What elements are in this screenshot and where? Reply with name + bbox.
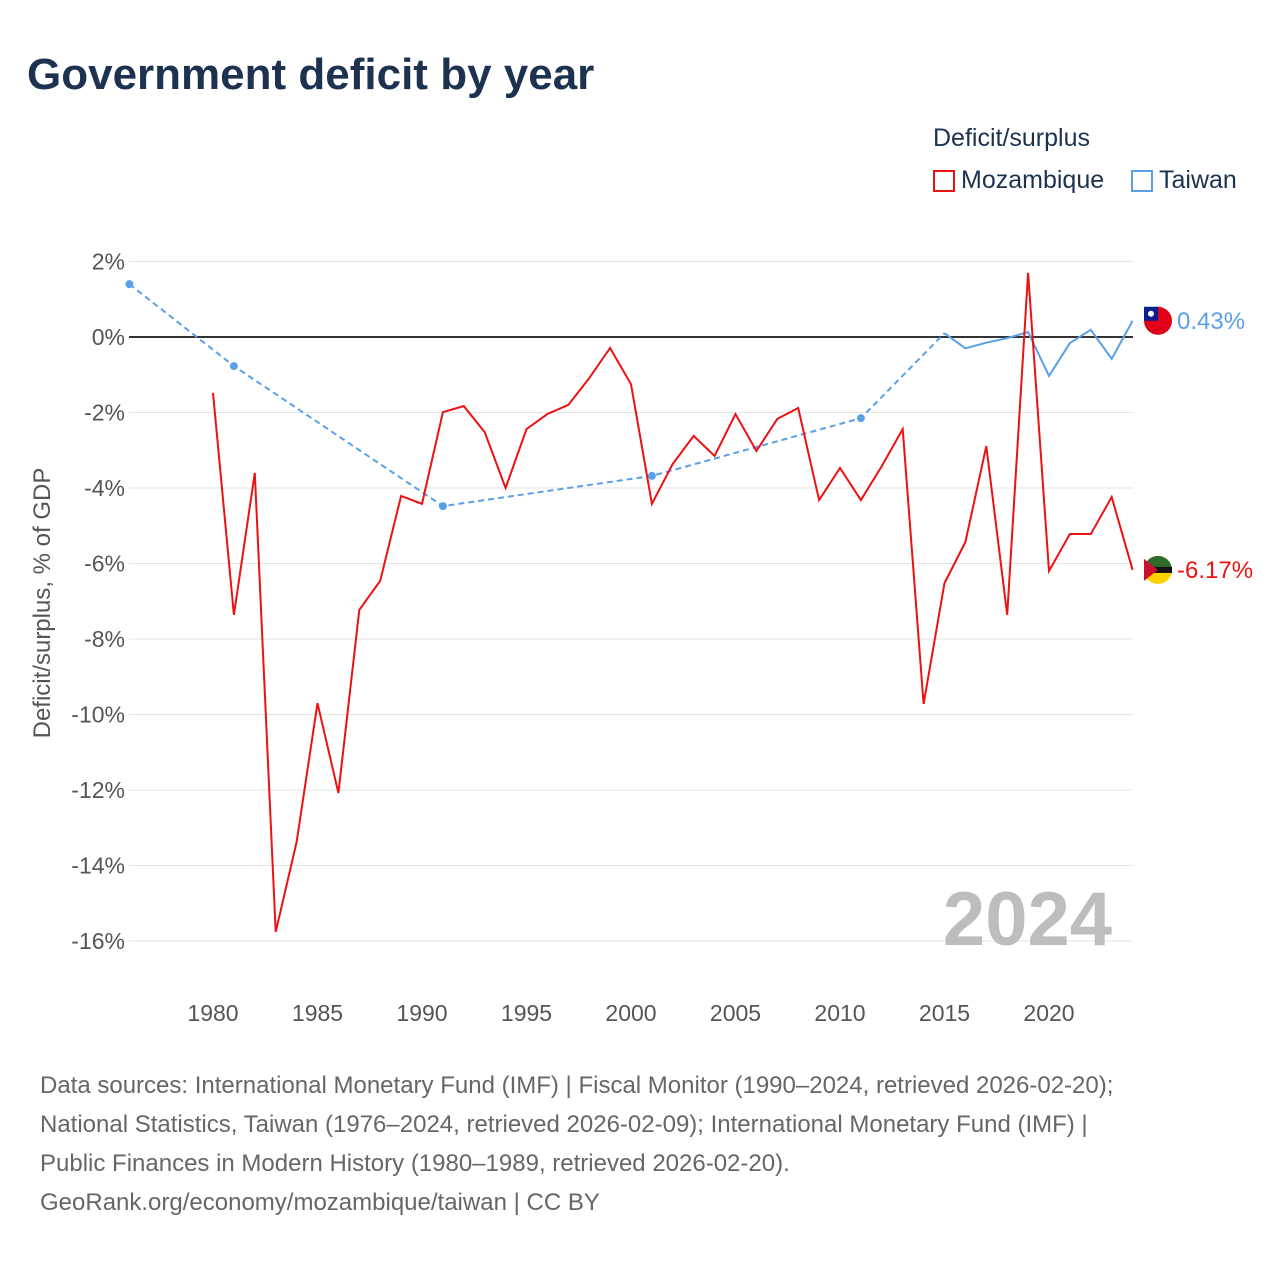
legend-item-mozambique[interactable]: Mozambique: [933, 166, 1104, 195]
taiwan-point: [438, 502, 447, 511]
mozambique-end-label: -6.17%: [1177, 557, 1253, 584]
legend-label: Mozambique: [961, 166, 1105, 194]
y-tick-label: -12%: [71, 777, 125, 803]
taiwan-end-label: 0.43%: [1177, 308, 1245, 335]
y-tick-label: -6%: [84, 551, 125, 577]
y-axis-label: Deficit/surplus, % of GDP: [29, 468, 56, 739]
x-tick-label: 1995: [501, 1000, 552, 1026]
x-tick-label: 1980: [187, 1000, 238, 1026]
x-tick-label: 2010: [814, 1000, 865, 1026]
y-tick-label: 2%: [92, 249, 125, 275]
taiwan-point: [647, 471, 656, 480]
x-tick-label: 2005: [710, 1000, 761, 1026]
x-tick-label: 2020: [1023, 1000, 1074, 1026]
page-title: Government deficit by year: [27, 50, 595, 99]
x-tick-label: 2000: [605, 1000, 656, 1026]
legend-item-taiwan[interactable]: Taiwan: [1131, 166, 1237, 195]
legend-swatch: [933, 169, 955, 192]
year-watermark: 2024: [943, 877, 1112, 962]
x-tick-label: 2015: [919, 1000, 970, 1026]
source-link[interactable]: GeoRank.org/economy/mozambique/taiwan | …: [40, 1189, 600, 1216]
source-line: National Statistics, Taiwan (1976–2024, …: [40, 1111, 1088, 1138]
taiwan-point: [229, 362, 238, 371]
mozambique-flag-triangle: [1144, 558, 1158, 581]
y-tick-label: -4%: [84, 475, 125, 501]
taiwan-point: [856, 414, 865, 423]
y-tick-label: -16%: [71, 928, 125, 954]
legend-label: Taiwan: [1159, 166, 1237, 194]
footer: Data sources: International Monetary Fun…: [40, 1066, 1113, 1222]
x-tick-label: 1985: [292, 1000, 343, 1026]
x-tick-label: 1990: [396, 1000, 447, 1026]
taiwan-flag-sun: [1148, 310, 1154, 317]
legend-title: Deficit/surplus: [933, 124, 1090, 152]
taiwan-point: [125, 280, 134, 289]
taiwan-dashed-line: [128, 283, 946, 508]
y-tick-label: -14%: [71, 853, 125, 879]
taiwan-line: [943, 320, 1134, 378]
legend-swatch: [1131, 169, 1153, 192]
y-tick-label: -10%: [71, 702, 125, 728]
source-line: Public Finances in Modern History (1980–…: [40, 1150, 790, 1177]
y-tick-label: -2%: [84, 400, 125, 426]
source-line: Data sources: International Monetary Fun…: [40, 1072, 1114, 1099]
y-tick-label: 0%: [92, 324, 125, 350]
y-tick-label: -8%: [84, 626, 125, 652]
mozambique-line: [212, 272, 1134, 933]
